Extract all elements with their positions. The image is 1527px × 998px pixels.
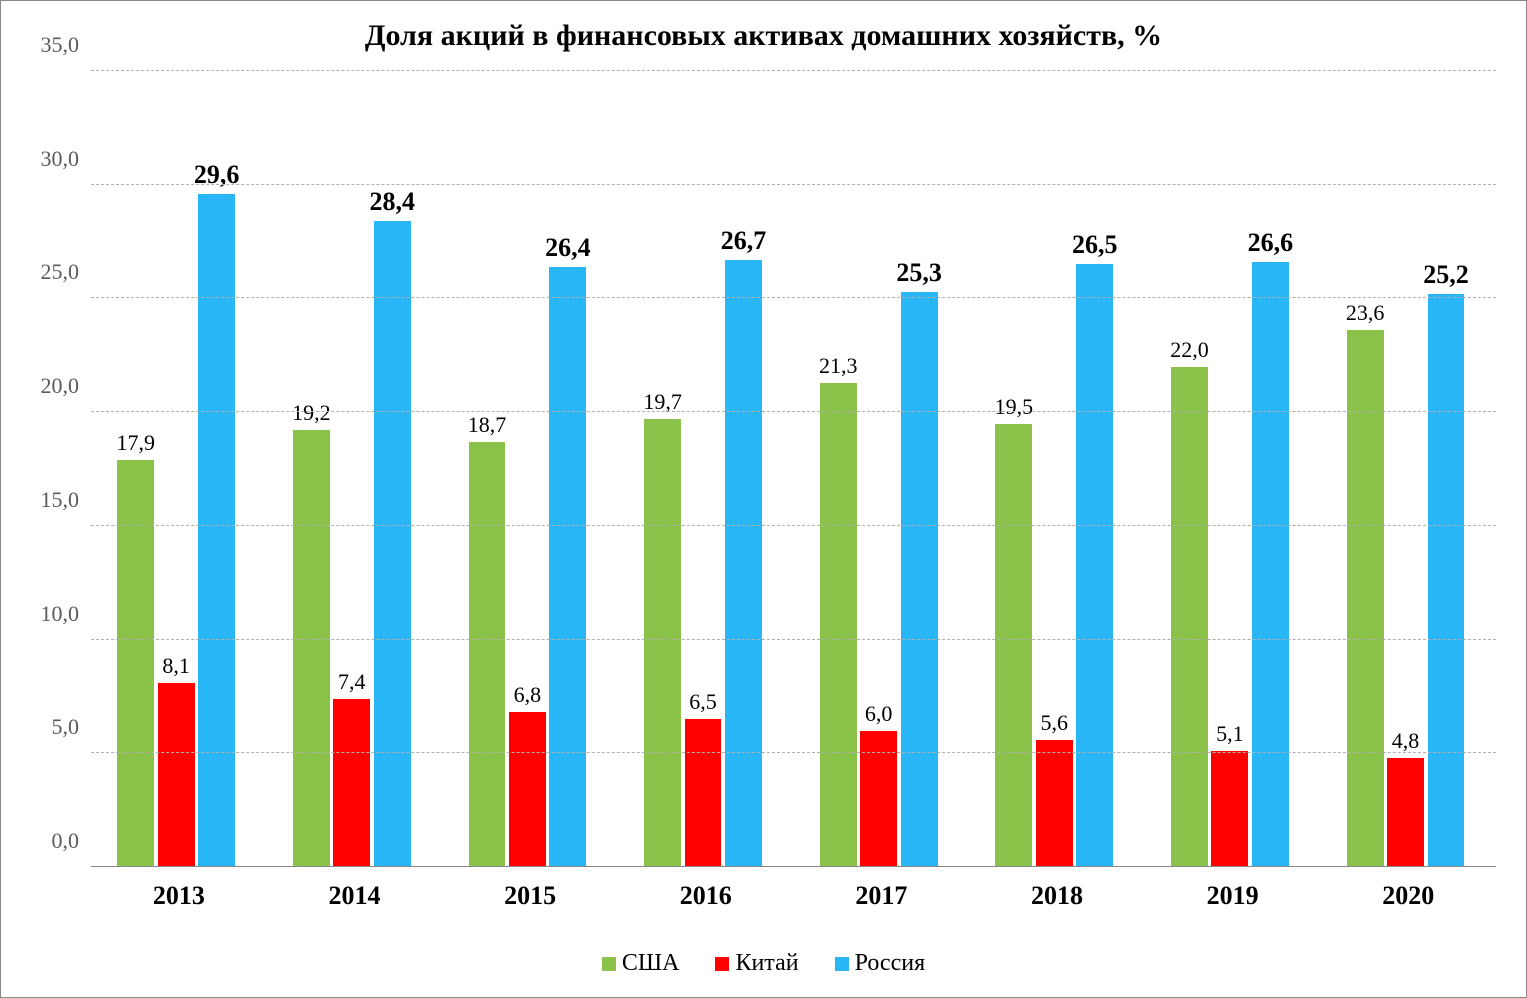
bar-value-label: 6,8 [514,682,542,712]
bar-value-label: 26,4 [545,233,591,267]
grid-line [91,525,1496,526]
bar-Россия: 25,2 [1428,294,1465,867]
bar-value-label: 26,5 [1072,230,1118,264]
bar-США: 18,7 [469,442,506,867]
bar-value-label: 26,7 [721,226,767,260]
y-tick-label: 10,0 [41,601,92,627]
bar-США: 21,3 [820,383,857,867]
bar-Китай: 4,8 [1387,758,1424,867]
legend-item: Китай [715,949,798,977]
bar-value-label: 25,2 [1423,260,1469,294]
bar-value-label: 4,8 [1392,728,1420,758]
x-category-label: 2020 [1382,867,1434,911]
legend-swatch [715,957,729,971]
x-category-label: 2019 [1207,867,1259,911]
x-category-label: 2017 [855,867,907,911]
legend-label: США [622,950,680,976]
y-tick-label: 30,0 [41,146,92,172]
y-tick-label: 15,0 [41,487,92,513]
bar-value-label: 22,0 [1170,337,1209,367]
bar-Россия: 28,4 [374,221,411,867]
legend-swatch [835,957,849,971]
bar-value-label: 19,2 [292,400,331,430]
y-tick-label: 5,0 [52,714,92,740]
legend: США Китай Россия [1,949,1526,977]
bar-value-label: 21,3 [819,353,858,383]
y-tick-label: 35,0 [41,32,92,58]
grid-line [91,411,1496,412]
x-axis-line [91,866,1496,867]
chart-title: Доля акций в финансовых активах домашних… [1,19,1526,53]
bar-value-label: 5,6 [1041,710,1069,740]
bar-Китай: 7,4 [333,699,370,867]
bar-Россия: 26,6 [1252,262,1289,867]
bar-Китай: 6,5 [685,719,722,867]
bar-Китай: 6,0 [860,731,897,867]
grid-line [91,297,1496,298]
x-category-label: 2015 [504,867,556,911]
bar-value-label: 25,3 [896,258,942,292]
bar-value-label: 17,9 [117,430,156,460]
legend-item: Россия [835,949,926,977]
bar-Россия: 26,7 [725,260,762,867]
grid-line [91,639,1496,640]
grid-line [91,70,1496,71]
bar-value-label: 18,7 [468,412,507,442]
plot-area: 17,98,129,619,27,428,418,76,826,419,76,5… [91,71,1496,867]
y-tick-label: 0,0 [52,828,92,854]
bar-Россия: 29,6 [198,194,235,867]
x-category-label: 2014 [328,867,380,911]
bar-США: 19,7 [644,419,681,867]
bar-value-label: 5,1 [1216,721,1244,751]
bar-Россия: 26,4 [549,267,586,867]
bar-США: 17,9 [117,460,154,867]
bar-Китай: 5,1 [1211,751,1248,867]
x-category-label: 2018 [1031,867,1083,911]
bar-value-label: 29,6 [194,160,240,194]
bar-value-label: 6,5 [689,689,717,719]
grid-line [91,184,1496,185]
legend-swatch [602,957,616,971]
bar-value-label: 7,4 [338,669,366,699]
bar-Китай: 8,1 [158,683,195,867]
bar-value-label: 19,7 [643,389,682,419]
bar-Россия: 26,5 [1076,264,1113,867]
bar-США: 19,2 [293,430,330,867]
y-tick-label: 20,0 [41,373,92,399]
bar-Китай: 5,6 [1036,740,1073,867]
legend-item: США [602,949,680,977]
bar-Россия: 25,3 [901,292,938,867]
bar-США: 19,5 [995,424,1032,867]
grid-line [91,752,1496,753]
bars-layer: 17,98,129,619,27,428,418,76,826,419,76,5… [91,71,1496,867]
bar-value-label: 26,6 [1248,228,1294,262]
bar-value-label: 23,6 [1346,300,1385,330]
y-tick-label: 25,0 [41,259,92,285]
bar-value-label: 6,0 [865,701,893,731]
x-category-label: 2016 [680,867,732,911]
bar-value-label: 8,1 [162,653,190,683]
bar-value-label: 28,4 [369,187,415,221]
bar-Китай: 6,8 [509,712,546,867]
legend-label: Россия [855,950,926,976]
bar-США: 22,0 [1171,367,1208,867]
bar-value-label: 19,5 [995,394,1034,424]
x-category-label: 2013 [153,867,205,911]
chart-container: Доля акций в финансовых активах домашних… [0,0,1527,998]
legend-label: Китай [735,950,798,976]
